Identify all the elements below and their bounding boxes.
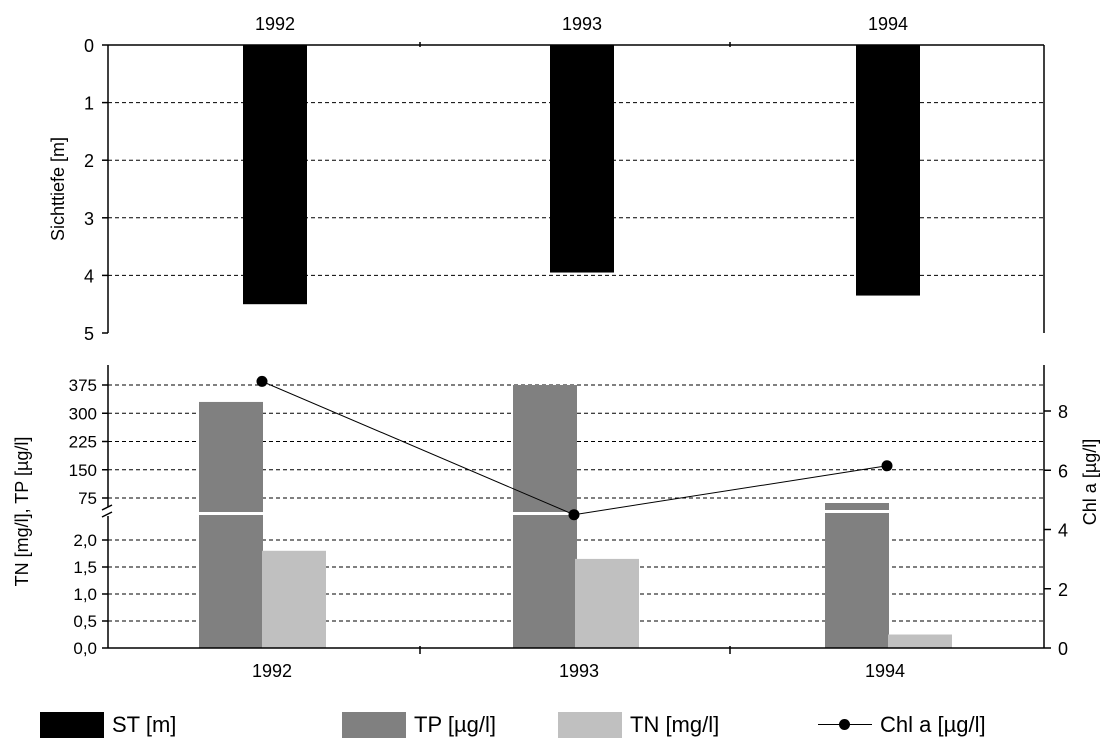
top-y-tick-label: 4 <box>84 266 94 286</box>
legend-label-tp: TP [µg/l] <box>414 712 496 737</box>
chla-point-1992 <box>256 375 268 387</box>
bottom-right-tick-label: 6 <box>1058 461 1068 481</box>
bottom-x-tick-label: 1993 <box>559 661 599 681</box>
tp-bar-1994 <box>825 503 889 648</box>
bottom-x-tick-label: 1994 <box>865 661 905 681</box>
st-bar-1992 <box>243 45 307 305</box>
chla-point-1993 <box>568 509 580 521</box>
axis-break-mark <box>101 504 113 511</box>
axis-break-gap <box>104 507 114 516</box>
tp-bar-break <box>513 512 577 515</box>
top-x-tick-label: 1993 <box>562 14 602 34</box>
bottom-right-tick-label: 4 <box>1058 521 1068 541</box>
legend-label-st: ST [m] <box>112 712 177 737</box>
bottom-right-tick-label: 0 <box>1058 639 1068 659</box>
tp-bar-break <box>199 512 263 515</box>
bottom-right-tick-label: 2 <box>1058 580 1068 600</box>
legend-item-tp: TP [µg/l] <box>342 708 496 742</box>
top-y-tick-label: 5 <box>84 324 94 344</box>
top-y-tick-label: 1 <box>84 94 94 114</box>
bottom-right-axis-title: Chl a [µg/l] <box>1080 439 1100 525</box>
legend-label-chla: Chl a [µg/l] <box>880 712 986 737</box>
tn-bar-1993 <box>575 558 639 648</box>
legend: ST [m] TP [µg/l] TN [mg/l] Chl a [µg/l] <box>0 708 1106 748</box>
bottom-x-tick-label: 1992 <box>252 661 292 681</box>
bottom-left-tick-label: 0,5 <box>73 612 97 631</box>
tn-bar-1994 <box>888 634 952 648</box>
legend-item-st: ST [m] <box>40 708 176 742</box>
bottom-right-tick-label: 8 <box>1058 402 1068 422</box>
tp-bar-break <box>825 510 889 513</box>
bottom-left-tick-label: 225 <box>69 433 97 452</box>
tn-bar-1992 <box>262 550 326 648</box>
bottom-left-axis-title: TN [mg/l], TP [µg/l] <box>12 437 32 587</box>
bottom-panel: 0,0 0,5 1,0 1,5 2,0 75 150 225 300 375 0 2 4 6 8 1992 19… <box>12 365 1100 681</box>
bottom-left-tick-label: 0,0 <box>73 639 97 658</box>
legend-swatch-tp <box>342 712 406 738</box>
axis-break-mark <box>101 511 113 518</box>
bottom-left-tick-label: 1,5 <box>73 558 97 577</box>
bottom-left-tick-label: 75 <box>78 489 97 508</box>
chart-canvas: 0 1 2 3 4 5 1992 1993 1994 Sichttiefe [m] 0,0 0,5 1… <box>12 14 1100 681</box>
legend-swatch-tn <box>558 712 622 738</box>
legend-item-tn: TN [mg/l] <box>558 708 719 742</box>
bottom-left-tick-label: 1,0 <box>73 585 97 604</box>
top-y-tick-label: 3 <box>84 209 94 229</box>
legend-label-tn: TN [mg/l] <box>630 712 720 737</box>
tp-bar-1992 <box>199 401 263 648</box>
st-bar-1994 <box>856 45 920 296</box>
top-y-axis-title: Sichttiefe [m] <box>48 137 68 241</box>
bottom-left-tick-label: 375 <box>69 376 97 395</box>
bottom-left-tick-label: 300 <box>69 404 97 423</box>
top-y-tick-label: 0 <box>84 36 94 56</box>
bottom-left-tick-label: 150 <box>69 461 97 480</box>
legend-swatch-st <box>40 712 104 738</box>
top-x-tick-label: 1994 <box>868 14 908 34</box>
legend-marker-chla <box>818 712 872 738</box>
tp-bar-1993 <box>513 385 577 648</box>
chla-point-1994 <box>881 460 893 472</box>
top-y-tick-label: 2 <box>84 151 94 171</box>
st-bar-1993 <box>550 45 614 273</box>
top-x-tick-label: 1992 <box>255 14 295 34</box>
top-panel: 0 1 2 3 4 5 1992 1993 1994 Sichttiefe [m] <box>48 14 1045 344</box>
legend-item-chla: Chl a [µg/l] <box>818 708 986 742</box>
bottom-left-tick-label: 2,0 <box>73 531 97 550</box>
